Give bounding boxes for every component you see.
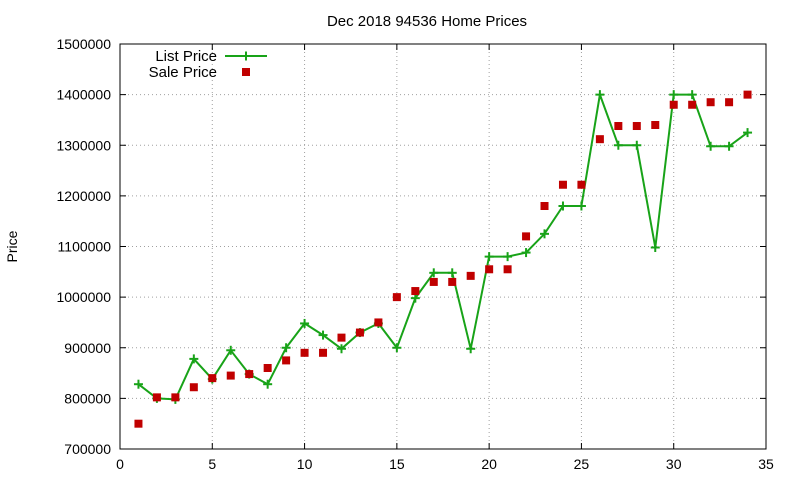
point-list-price bbox=[669, 90, 679, 100]
point-sale-price bbox=[429, 277, 438, 286]
point-list-price bbox=[687, 90, 697, 100]
point-list-price bbox=[263, 379, 273, 389]
y-tick-label: 1000000 bbox=[56, 289, 111, 305]
point-sale-price bbox=[669, 100, 678, 109]
point-sale-price bbox=[134, 419, 143, 428]
legend-marker-sale-price bbox=[242, 68, 250, 76]
y-tick-label: 900000 bbox=[64, 340, 111, 356]
series-line-list-price bbox=[137, 90, 749, 401]
point-sale-price bbox=[448, 277, 457, 286]
point-list-price bbox=[392, 343, 402, 353]
point-list-price bbox=[595, 90, 605, 100]
point-list-price bbox=[133, 379, 143, 389]
point-list-price bbox=[447, 268, 457, 278]
point-sale-price bbox=[595, 135, 604, 144]
point-sale-price bbox=[558, 180, 567, 189]
x-tick-label: 15 bbox=[389, 456, 405, 472]
point-sale-price bbox=[725, 98, 734, 107]
x-tick-label: 10 bbox=[297, 456, 313, 472]
point-sale-price bbox=[503, 265, 512, 274]
point-sale-price bbox=[651, 121, 660, 129]
point-sale-price bbox=[152, 393, 161, 402]
point-list-price bbox=[743, 128, 753, 138]
point-sale-price bbox=[540, 202, 549, 210]
point-list-price bbox=[576, 201, 586, 211]
point-list-price bbox=[613, 140, 623, 150]
point-sale-price bbox=[208, 374, 217, 383]
point-sale-price bbox=[374, 318, 383, 327]
point-sale-price bbox=[392, 293, 401, 302]
chart-title: Dec 2018 94536 Home Prices bbox=[327, 13, 527, 30]
point-sale-price bbox=[522, 232, 531, 241]
point-sale-price bbox=[171, 393, 180, 402]
point-sale-price bbox=[319, 348, 328, 357]
y-tick-label: 1400000 bbox=[56, 87, 111, 103]
y-tick-label: 800000 bbox=[64, 390, 111, 406]
point-list-price bbox=[558, 201, 568, 211]
point-sale-price bbox=[226, 371, 235, 380]
grid-lines bbox=[120, 44, 766, 449]
point-list-price bbox=[318, 330, 328, 340]
x-tick-label: 0 bbox=[116, 456, 124, 472]
point-sale-price bbox=[355, 328, 364, 337]
point-list-price bbox=[484, 252, 494, 262]
point-list-price bbox=[336, 344, 346, 354]
point-sale-price bbox=[337, 333, 346, 342]
x-tick-label: 20 bbox=[481, 456, 497, 472]
point-sale-price bbox=[245, 370, 254, 379]
point-list-price bbox=[300, 318, 310, 328]
legend-marker-list-price bbox=[241, 51, 251, 61]
point-list-price bbox=[429, 268, 439, 278]
point-sale-price bbox=[743, 90, 752, 99]
legend-label-sale-price: Sale Price bbox=[149, 64, 217, 81]
point-sale-price bbox=[706, 98, 715, 107]
point-list-price bbox=[632, 140, 642, 150]
point-list-price bbox=[724, 141, 734, 151]
y-tick-label: 1200000 bbox=[56, 188, 111, 204]
point-sale-price bbox=[688, 100, 697, 109]
point-list-price bbox=[521, 248, 531, 258]
x-tick-label: 25 bbox=[574, 456, 590, 472]
point-sale-price bbox=[263, 364, 272, 372]
point-sale-price bbox=[282, 356, 291, 365]
point-list-price bbox=[650, 243, 660, 253]
point-sale-price bbox=[614, 122, 623, 131]
point-list-price bbox=[540, 229, 550, 239]
y-tick-label: 1300000 bbox=[56, 137, 111, 153]
point-sale-price bbox=[485, 265, 494, 274]
point-list-price bbox=[706, 141, 716, 151]
point-list-price bbox=[281, 343, 291, 353]
y-tick-label: 700000 bbox=[64, 441, 111, 457]
point-list-price bbox=[226, 345, 236, 355]
legend-plus-list-price bbox=[241, 51, 251, 61]
point-list-price bbox=[503, 252, 513, 262]
axis-ticks: 0 5 10 15 20 25 30 35 700000 800000 900000 1000000 1… bbox=[56, 36, 774, 472]
point-sale-price bbox=[632, 122, 641, 131]
y-tick-label: 1100000 bbox=[58, 239, 112, 255]
y-tick-label: 1500000 bbox=[56, 36, 111, 52]
point-sale-price bbox=[466, 271, 475, 280]
point-sale-price bbox=[577, 180, 586, 189]
x-tick-label: 30 bbox=[666, 456, 682, 472]
point-sale-price bbox=[189, 383, 198, 392]
point-list-price bbox=[189, 354, 199, 364]
series-layer bbox=[133, 90, 753, 428]
point-sale-price bbox=[411, 287, 420, 296]
x-tick-label: 35 bbox=[758, 456, 774, 472]
legend-label-list-price: List Price bbox=[155, 48, 217, 65]
point-list-price bbox=[410, 293, 420, 303]
x-tick-label: 5 bbox=[208, 456, 216, 472]
point-sale-price bbox=[300, 348, 309, 357]
point-list-price bbox=[466, 344, 476, 354]
y-axis-label: Price bbox=[4, 230, 20, 262]
legend: List Price Sale Price bbox=[149, 48, 267, 81]
